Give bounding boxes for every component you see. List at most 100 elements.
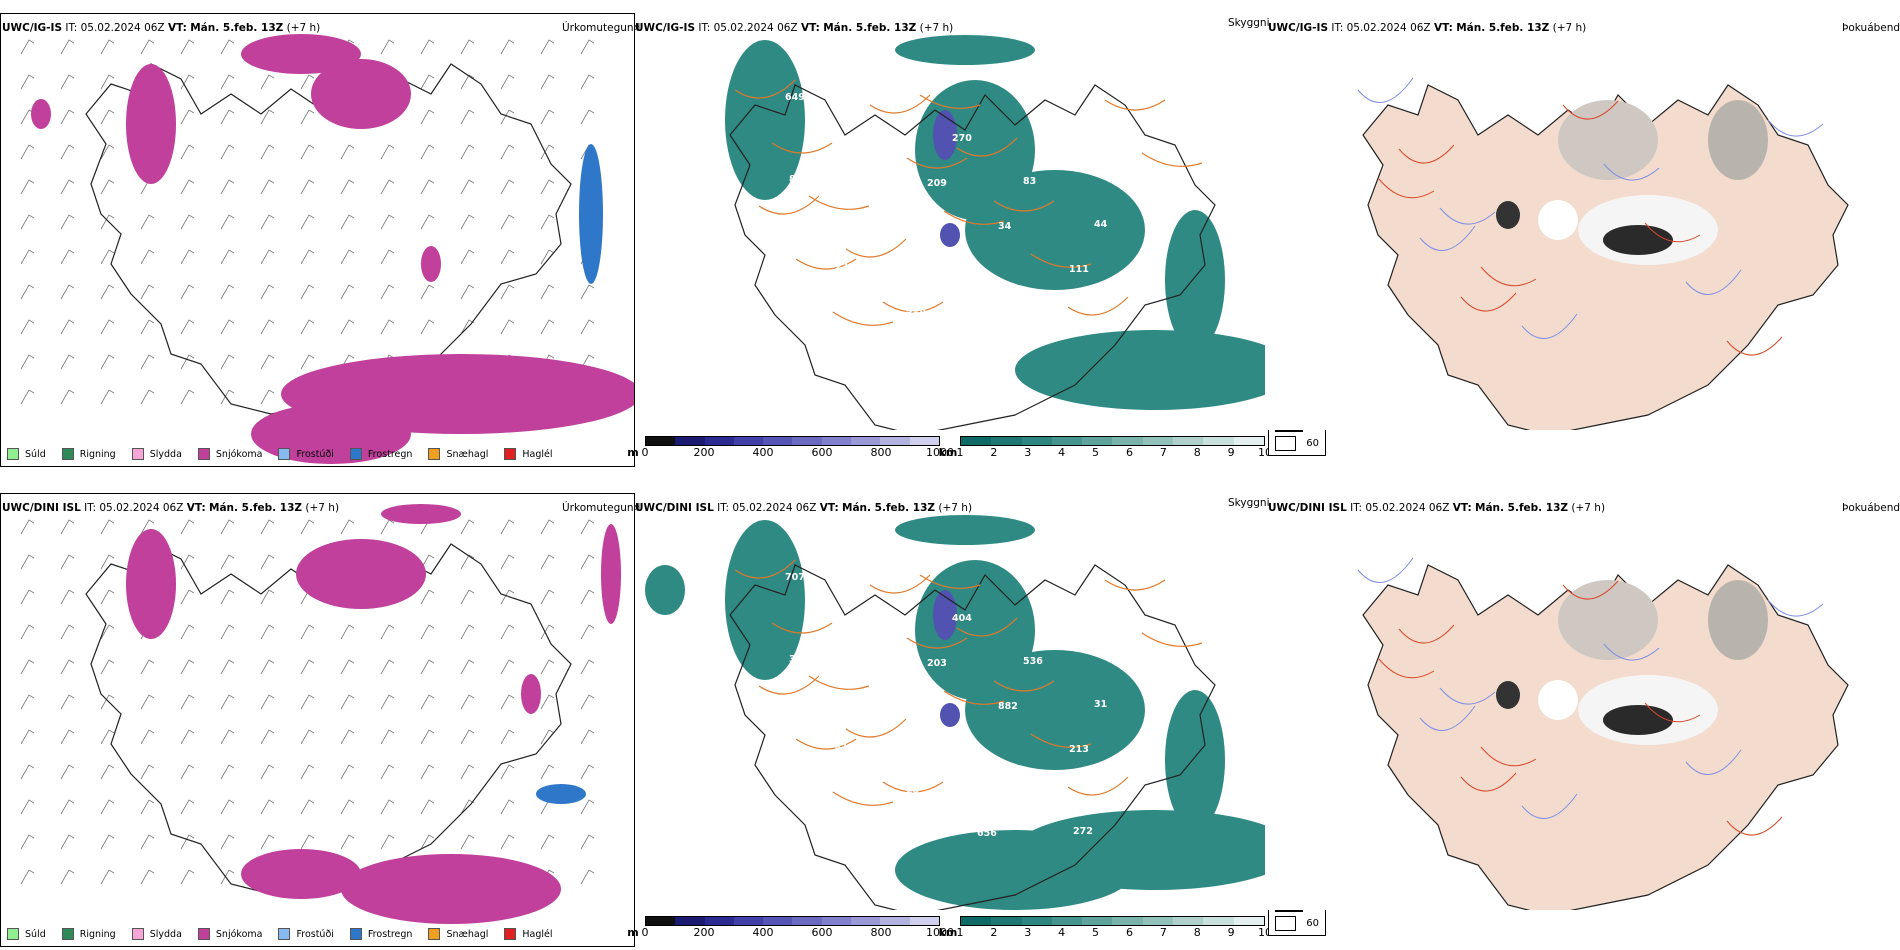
colorbar-strip [645,436,940,446]
colorbar-tick: 400 [752,926,774,939]
wind-barb [60,319,75,335]
legend-item: Slydda [131,448,182,460]
wind-barb [340,764,355,780]
wind-barb [460,554,475,570]
wind-barb [420,109,435,125]
wind-barb [540,694,555,710]
wind-barb [420,589,435,605]
fog-map-canvas [1268,30,1900,430]
wind-barb [300,764,315,780]
wind-barb [380,214,395,230]
wind-barb [220,519,235,535]
wind-barb [380,284,395,300]
row1-header-precip: UWC/IG-IS IT: 05.02.2024 06Z VT: Mán. 5.… [2,22,321,34]
visibility-value: 25 [906,785,919,796]
fog-core [1603,705,1673,735]
wind-barb [420,214,435,230]
wind-barb [20,284,35,300]
river-line [1767,119,1824,137]
wind-barb [20,354,35,370]
colorbar-segment [821,437,852,445]
legend-swatch [349,448,362,460]
river-line [1439,687,1496,705]
wind-barb [580,764,595,780]
wind-barb [580,869,595,885]
snow-area [601,524,621,624]
colorbar-segment [1021,917,1052,925]
wind-barb [580,694,595,710]
visibility-value: 656 [977,828,997,839]
colorbar-tick: 0 [641,446,649,459]
wind-barb [460,74,475,90]
fog-area [1558,100,1658,180]
legend-item: Frostregn [349,928,412,940]
river-line [1357,77,1414,103]
colorbar-segment [1082,437,1113,445]
road-line [869,574,931,594]
colorbar-tick: 7 [1159,446,1167,459]
wind-barb [380,179,395,195]
snow-area [251,404,411,464]
freezing-rain-area [579,144,603,284]
wind-barb [340,834,355,850]
vis-title: Skyggni [1228,17,1270,29]
legend-item: Haglél [504,448,553,460]
road-line [1067,296,1129,316]
wind-barb [100,869,115,885]
wind-barb [60,694,75,710]
colorbar-segment [880,917,910,925]
coastline [729,84,1216,430]
visibility-value: 894 [881,350,901,361]
wind-barb [220,39,235,55]
colorbar-segment [1142,917,1174,925]
wind-barb [60,284,75,300]
wind-barb [420,729,435,745]
wind-barb [180,519,195,535]
road-line [906,157,968,169]
wind-barb [340,144,355,160]
wind-barb [540,729,555,745]
wind-barb [220,869,235,885]
wind-barb [260,589,275,605]
visibility-value: 912 [931,740,951,751]
wind-barb [420,764,435,780]
wind-barb [460,109,475,125]
wind-barb [500,729,515,745]
wind-barb [220,764,235,780]
wind-barb [260,319,275,335]
wind-barb [380,834,395,850]
wind-barb [100,109,115,125]
wind-barb [100,764,115,780]
fog-swatch [1275,436,1297,451]
road-line [795,738,857,750]
visibility-value: 122 [856,615,876,626]
wind-barb [60,589,75,605]
wind-barb [220,554,235,570]
legend-item: Súld [7,928,46,940]
colorbar-tick: 2 [990,926,998,939]
colorbar-tick: 600 [811,926,833,939]
wind-barb [260,834,275,850]
road-line [869,94,931,114]
colorbar-tick: 6 [1125,446,1133,459]
legend-swatch [61,448,74,460]
wind-barb [260,554,275,570]
colorbar-tick: 0 [641,926,649,939]
wind-barb [380,144,395,160]
colorbar-tick: 2 [990,446,998,459]
wind-barb [180,869,195,885]
visibility-value: 34 [998,221,1012,232]
road-line [1562,100,1619,120]
road-line [1104,99,1166,111]
visibility-value: 757 [881,830,901,841]
river-line [1419,225,1476,251]
wind-barb [100,659,115,675]
wind-barb [180,179,195,195]
fog-area [1708,580,1768,660]
wind-barb [300,214,315,230]
wind-barb [420,659,435,675]
colorbar-tick: 9 [1227,446,1235,459]
wind-barb [340,659,355,675]
river-line [1767,599,1824,617]
wind-barb [60,554,75,570]
